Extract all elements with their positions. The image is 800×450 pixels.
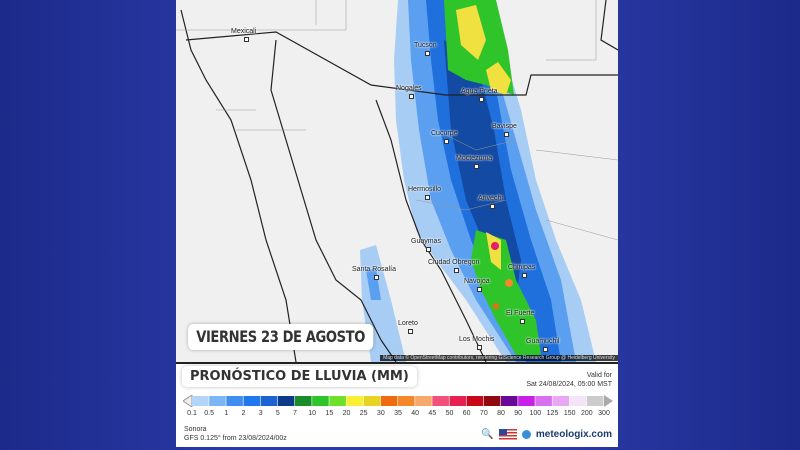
scale-swatch: [329, 396, 346, 406]
scale-tick-label: 2: [241, 410, 246, 417]
scale-swatch: [552, 396, 570, 406]
map-layer: [176, 0, 618, 362]
scale-tick-label: 60: [462, 410, 471, 417]
borders: [180, 0, 618, 362]
scale-arrow-left: [183, 395, 193, 407]
city-label: Guaymas: [411, 238, 441, 252]
scale-swatch: [466, 396, 484, 406]
city-label: Tucson: [414, 42, 437, 56]
scale-tick-label: 80: [497, 410, 505, 417]
scale-tick-label: 3: [258, 410, 263, 417]
scale-tick-label: 100: [529, 410, 542, 417]
city-label: Cucurpe: [431, 130, 458, 144]
scale-swatch: [260, 396, 278, 406]
city-label: Arivechi: [478, 195, 503, 209]
model-run: GFS 0.125° from 23/08/2024/00z: [184, 435, 287, 442]
scale-swatch: [483, 396, 501, 406]
scale-swatch: [415, 396, 432, 406]
legend-title: PRONÓSTICO DE LLUVIA (MM): [182, 366, 417, 387]
zoom-hd-icon[interactable]: 🔍: [481, 429, 494, 440]
branding: 🔍 meteologix.com: [481, 429, 612, 440]
scale-swatch: [346, 396, 364, 406]
city-label: Loreto: [398, 320, 418, 334]
scale-swatch: [449, 396, 467, 406]
scale-tick-label: 0.5: [204, 410, 215, 417]
city-label: Santa Rosalía: [352, 266, 396, 280]
scale-swatch: [380, 396, 398, 406]
scale-tick-label: 70: [479, 410, 488, 417]
scale-tick-label: 1: [224, 410, 229, 417]
scale-tick-label: 125: [546, 410, 559, 417]
scale-tick-label: 0.1: [187, 410, 197, 417]
city-label: Nogales: [396, 85, 422, 99]
scale-swatch: [398, 396, 415, 406]
scale-tick-label: 10: [308, 410, 317, 417]
city-label: Chinipas: [508, 264, 536, 278]
city-label: El Fuerte: [506, 310, 535, 324]
scale-swatch: [569, 396, 587, 406]
map-attribution[interactable]: Map data © OpenStreetMap contributors, r…: [380, 355, 618, 361]
scale-swatch: [501, 396, 518, 406]
valid-datetime: Sat 24/08/2024, 05:00 MST: [526, 381, 612, 388]
city-label: Agua Prieta: [461, 88, 498, 102]
scale-swatch: [432, 396, 449, 406]
scale-swatch: [243, 396, 261, 406]
valid-time: Valid for Sat 24/08/2024, 05:00 MST: [526, 371, 612, 389]
city-label: Mexicali: [231, 28, 257, 42]
us-flag-icon[interactable]: [498, 429, 517, 440]
scale-swatch: [312, 396, 329, 406]
scale-tick-label: 300: [598, 410, 610, 417]
city-label: Hermosillo: [408, 186, 442, 200]
scale-tick-label: 7: [293, 410, 297, 417]
city-label: Moctezuma: [456, 155, 493, 169]
scale-tick-label: 25: [359, 410, 368, 417]
model-info: Sonora GFS 0.125° from 23/08/2024/00z: [184, 425, 287, 443]
scale-tick-label: 15: [325, 410, 334, 417]
scale-swatch: [277, 396, 295, 406]
scale-tick-label: 50: [445, 410, 454, 417]
brand-name[interactable]: meteologix.com: [535, 429, 612, 440]
scale-tick-label: 40: [411, 410, 420, 417]
city-label: Guamuchil: [526, 338, 560, 352]
city-label: Los Mochis: [459, 336, 495, 350]
state-lines: [176, 0, 618, 241]
precipitation-field: [360, 0, 596, 362]
meteologix-logo-icon: [521, 430, 531, 439]
scale-swatch: [518, 396, 535, 406]
color-scale: [183, 395, 613, 407]
scale-tick-label: 30: [376, 410, 385, 417]
scale-swatch: [192, 396, 209, 406]
scale-tick-label: 20: [342, 410, 351, 417]
scale-tick-label: 150: [563, 410, 576, 417]
city-label: Navojoa: [464, 278, 490, 292]
city-label: Ciudad Obregon: [428, 259, 480, 273]
scale-swatch: [295, 396, 312, 406]
rain-map[interactable]: Mexicali Tucson Nogales Agua Prieta Cucurpe B…: [176, 0, 618, 364]
scale-swatch: [363, 396, 381, 406]
scale-swatch: [209, 396, 226, 406]
scale-swatch: [586, 396, 604, 406]
forecast-card: Mexicali Tucson Nogales Agua Prieta Cucurpe B…: [176, 0, 618, 447]
scale-tick-label: 5: [275, 410, 280, 417]
day-label: VIERNES 23 DE AGOSTO: [188, 324, 374, 350]
scale-ticks: 0.1 0.5 1 2 3 5 7 10 15 20 25 30 35 40 45 50 60 70 80 90 100…: [176, 410, 618, 420]
scale-tick-label: 45: [428, 410, 437, 417]
scale-swatch: [226, 396, 243, 406]
scale-tick-label: 200: [580, 410, 593, 417]
scale-tick-label: 90: [514, 410, 523, 417]
city-label: Bavispe: [492, 123, 517, 137]
scale-arrow-right: [604, 395, 613, 407]
scale-swatch: [535, 396, 552, 406]
region-name: Sonora: [184, 426, 207, 433]
scale-tick-label: 35: [394, 410, 402, 417]
valid-label: Valid for: [586, 372, 612, 379]
